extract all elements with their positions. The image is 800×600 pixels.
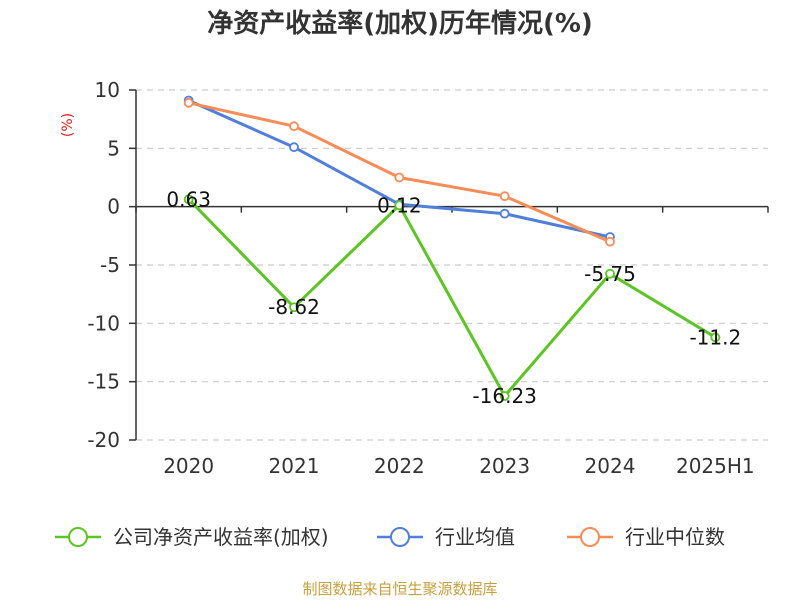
legend-label: 公司净资产收益率(加权) xyxy=(113,525,329,549)
grid-lines xyxy=(136,89,768,441)
data-point xyxy=(499,208,510,219)
axes: 10 5 0 -5 -10 -15 -20 2020 2021 2022 2023 2024 2025H… xyxy=(87,78,769,478)
data-label: 0.12 xyxy=(377,193,422,217)
data-labels: 0.63 -8.62 0.12 -16.23 -5.75 -11.2 xyxy=(166,187,741,408)
data-point xyxy=(605,236,615,247)
data-point xyxy=(394,200,405,211)
data-point xyxy=(289,302,299,313)
legend-label: 行业均值 xyxy=(435,525,515,549)
series-line-0 xyxy=(187,198,717,398)
data-point xyxy=(183,194,194,205)
y-tick-label: -10 xyxy=(87,311,120,335)
legend-marker xyxy=(580,527,600,547)
x-tick-label: 2020 xyxy=(163,454,214,478)
y-tick-label: 0 xyxy=(107,195,120,219)
data-point xyxy=(499,391,510,401)
x-tick-label: 2021 xyxy=(269,454,320,478)
data-point xyxy=(289,121,299,132)
data-point xyxy=(394,172,405,183)
data-point xyxy=(183,97,194,108)
x-tick-label: 2023 xyxy=(479,454,530,478)
x-tick-label: 2024 xyxy=(585,454,636,478)
y-tick-label: 10 xyxy=(95,78,120,102)
y-axis-label: (%) xyxy=(60,113,76,137)
series-lines xyxy=(183,95,721,401)
data-label: -16.23 xyxy=(472,384,536,408)
legend-marker xyxy=(68,527,88,547)
y-tick-label: -5 xyxy=(100,253,120,277)
data-point xyxy=(289,142,299,153)
legend: 公司净资产收益率(加权) 行业均值 行业中位数 xyxy=(55,525,725,549)
data-point xyxy=(605,268,615,279)
legend-marker xyxy=(390,527,410,547)
data-point xyxy=(710,332,721,343)
data-label: -11.2 xyxy=(689,325,741,349)
legend-label: 行业中位数 xyxy=(625,525,725,549)
x-tick-label: 2025H1 xyxy=(676,454,755,478)
y-tick-label: -15 xyxy=(87,370,120,394)
data-label: -8.62 xyxy=(268,295,320,319)
y-tick-label: 5 xyxy=(107,136,120,160)
data-label: 0.63 xyxy=(166,187,211,211)
chart-title: 净资产收益率(加权)历年情况(%) xyxy=(207,8,593,39)
data-label: -5.75 xyxy=(584,262,636,286)
x-tick-label: 2022 xyxy=(374,454,425,478)
y-tick-label: -20 xyxy=(87,428,120,452)
series-line-2 xyxy=(188,101,611,244)
data-point xyxy=(499,191,510,202)
source-note: 制图数据来自恒生聚源数据库 xyxy=(302,580,497,598)
